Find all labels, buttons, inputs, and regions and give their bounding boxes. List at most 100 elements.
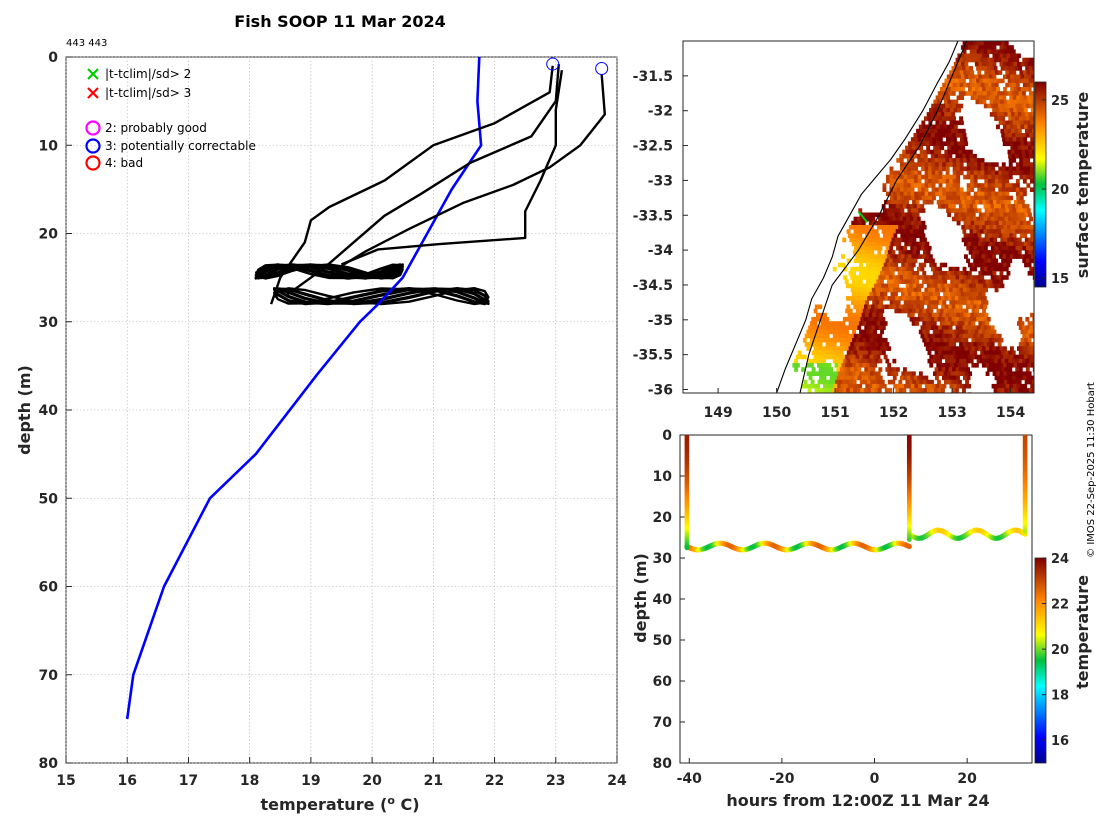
sst-cell xyxy=(1019,95,1024,100)
sst-cell xyxy=(1030,241,1034,247)
sst-cell xyxy=(1022,174,1027,180)
sst-cell xyxy=(1032,350,1034,356)
sst-cell xyxy=(967,53,972,59)
sst-cell xyxy=(987,103,992,109)
sst-cell xyxy=(952,174,957,180)
sst-cell xyxy=(1020,225,1025,230)
sst-cell xyxy=(959,162,964,167)
sst-cell xyxy=(929,124,934,130)
sst-cell xyxy=(1018,66,1023,71)
sst-cell xyxy=(939,195,943,201)
sst-cell xyxy=(1022,57,1027,63)
sst-cell xyxy=(881,325,886,330)
sst-cell xyxy=(1017,61,1021,67)
sst-cell xyxy=(945,174,950,180)
sst-cell xyxy=(957,291,962,297)
sst-cell xyxy=(994,70,999,75)
sst-cell xyxy=(824,346,828,351)
sst-cell xyxy=(899,287,904,293)
sst-cell xyxy=(947,371,951,376)
sst-cell xyxy=(931,187,936,192)
sst-cell xyxy=(957,346,962,351)
sst-cell xyxy=(955,304,960,310)
sst-cell xyxy=(866,262,870,268)
sst-cell xyxy=(1024,262,1028,268)
sst-cell xyxy=(1004,350,1009,356)
sst-cell xyxy=(931,300,936,305)
sst-cell xyxy=(820,346,825,351)
map-x-tick-label: 151 xyxy=(820,405,849,421)
sst-cell xyxy=(985,329,990,335)
sst-cell xyxy=(880,225,885,230)
sst-cell xyxy=(994,204,998,209)
sst-cell xyxy=(1014,388,1019,393)
sst-cell xyxy=(832,350,837,356)
sst-cell xyxy=(994,216,998,222)
sst-cell xyxy=(859,271,863,276)
sst-cell xyxy=(970,162,975,167)
y-tick-label: 40 xyxy=(39,403,59,419)
sst-cell xyxy=(1029,174,1034,180)
sst-cell xyxy=(1026,120,1031,126)
sst-cell xyxy=(985,271,990,276)
sst-cell xyxy=(967,262,972,268)
sst-cell xyxy=(1026,183,1031,188)
sst-cell xyxy=(1004,229,1009,234)
sst-cell xyxy=(854,300,859,305)
sst-cell xyxy=(998,208,1003,213)
sst-cell xyxy=(942,375,946,381)
sst-cell xyxy=(911,279,916,284)
sst-cell xyxy=(843,375,848,381)
sst-cell xyxy=(1003,45,1007,50)
sst-cell xyxy=(945,187,950,192)
sst-cell xyxy=(973,333,978,339)
sst-cell xyxy=(873,321,877,326)
sst-cell xyxy=(970,208,975,213)
sst-cell xyxy=(1029,258,1034,264)
sst-cell xyxy=(1018,350,1023,356)
sst-cell xyxy=(966,187,971,192)
sst-cell xyxy=(984,174,989,180)
sst-cell xyxy=(975,237,980,243)
sst-cell xyxy=(918,195,922,201)
sst-cell xyxy=(832,358,837,364)
sst-cell xyxy=(888,204,893,209)
sst-cell xyxy=(892,266,897,272)
sst-cell xyxy=(906,216,911,222)
sst-cell xyxy=(859,308,864,314)
temp-colorbar-tick-label: 24 xyxy=(1051,552,1069,567)
sst-cell xyxy=(906,258,911,264)
sst-cell xyxy=(994,82,999,88)
sst-cell xyxy=(918,291,923,297)
sst-cell xyxy=(1014,112,1019,117)
sst-cell xyxy=(978,212,983,218)
sst-cell xyxy=(970,233,975,238)
sst-cell xyxy=(811,342,816,347)
sst-cell xyxy=(943,291,947,297)
sst-cell xyxy=(913,317,917,322)
sst-cell xyxy=(829,342,834,347)
sst-cell xyxy=(1024,74,1028,80)
sst-cell xyxy=(964,321,969,326)
sst-cell xyxy=(992,212,997,218)
sst-cell xyxy=(1031,124,1034,130)
sst-cell xyxy=(895,216,900,222)
sst-cell xyxy=(951,388,956,393)
sst-cell xyxy=(984,187,989,192)
sst-cell xyxy=(806,346,811,351)
sst-cell xyxy=(856,317,861,322)
sst-cell xyxy=(878,350,883,356)
sst-cell xyxy=(953,346,958,351)
sst-cell xyxy=(854,383,859,389)
sst-cell xyxy=(932,337,937,343)
sst-cell xyxy=(949,174,954,180)
sst-cell xyxy=(815,350,820,356)
sst-cell xyxy=(1005,137,1010,142)
sst-cell xyxy=(842,317,847,322)
sst-cell xyxy=(997,342,1002,347)
sst-cell xyxy=(995,383,999,389)
sst-cell xyxy=(901,279,905,284)
sst-cell xyxy=(928,312,933,318)
sst-cell xyxy=(966,312,971,318)
